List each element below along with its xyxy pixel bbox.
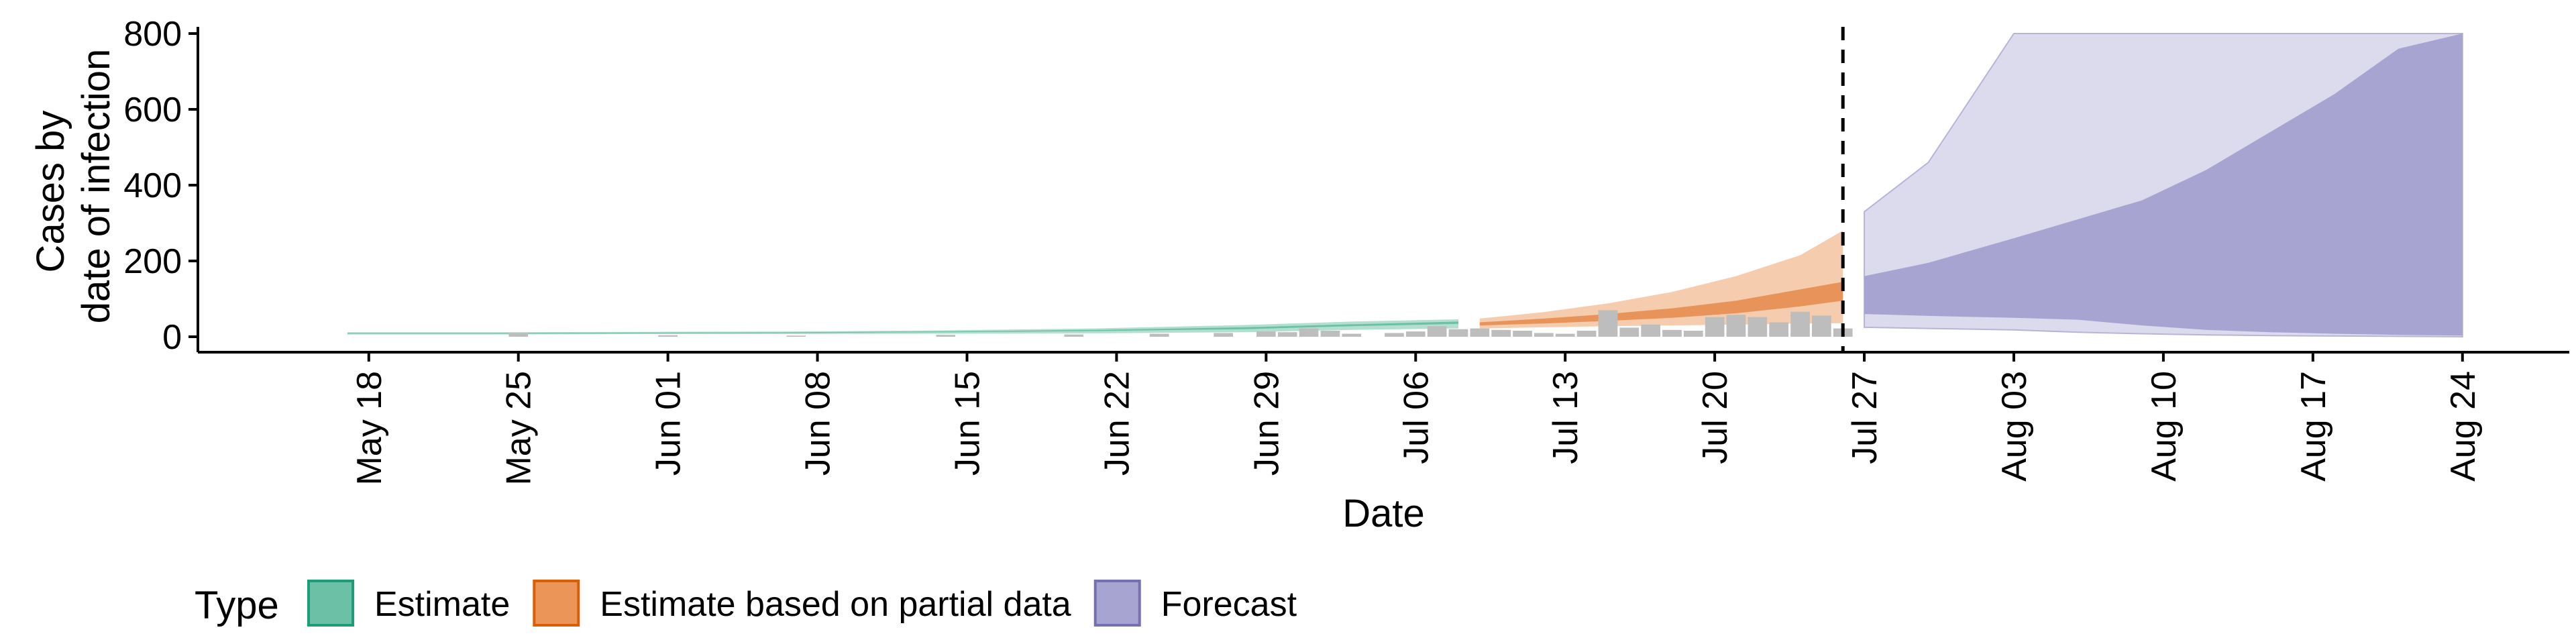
observed-bar [1812, 315, 1831, 337]
ribbon-forecast-inner [1864, 34, 2463, 336]
axes [197, 27, 2569, 354]
x-tick-label: Jul 13 [1546, 371, 1585, 464]
observed-bar [1214, 333, 1233, 337]
observed-bar [1256, 331, 1276, 337]
y-tick-label: 400 [123, 166, 182, 205]
observed-bar [508, 333, 529, 337]
y-tick-label: 600 [123, 91, 182, 129]
observed-bar [1064, 334, 1084, 337]
observed-bar [1448, 329, 1468, 337]
y-axis-ticks: 0 200 400 600 800 [123, 15, 198, 357]
observed-bar [1427, 326, 1447, 337]
legend-swatch [307, 580, 354, 627]
legend-label: Estimate based on partial data [600, 585, 1071, 624]
plot-area [347, 33, 2463, 338]
legend: Type Estimate Estimate based on partial d… [195, 580, 1297, 627]
observed-bar [1277, 332, 1297, 337]
legend-swatch [533, 580, 580, 627]
observed-bar [1790, 311, 1810, 337]
legend-title: Type [195, 584, 279, 627]
y-axis-title: Cases by date of infection [29, 49, 118, 324]
observed-bar [1619, 327, 1640, 337]
observed-bar [1705, 317, 1725, 337]
x-tick-label: Aug 03 [1995, 371, 2034, 482]
observed-bar [786, 335, 806, 337]
observed-bar [1598, 310, 1618, 337]
x-axis-title: Date [1342, 492, 1425, 535]
observed-bar [1320, 331, 1340, 337]
observed-bar [1513, 331, 1532, 337]
x-tick-label: May 25 [500, 371, 539, 486]
x-tick-label: Aug 10 [2145, 371, 2184, 482]
y-tick-label: 800 [123, 15, 182, 54]
observed-bar [1726, 315, 1746, 337]
observed-bar [1299, 328, 1319, 337]
observed-bar [1149, 333, 1169, 337]
x-tick-label: Jun 15 [949, 371, 987, 476]
x-tick-label: Jun 29 [1247, 371, 1286, 476]
observed-bar [1748, 317, 1768, 337]
observed-bar [1576, 331, 1597, 337]
legend-swatch [1093, 580, 1141, 627]
y-axis-title-line-2: date of infection [74, 49, 118, 324]
x-tick-label: Aug 24 [2444, 371, 2483, 482]
x-tick-label: Jun 22 [1097, 371, 1136, 476]
observed-bars [508, 310, 1853, 337]
ribbon-partial-inner [1479, 282, 1843, 326]
observed-bar [1405, 331, 1426, 337]
observed-bar [936, 335, 955, 337]
x-tick-label: Jun 08 [799, 371, 838, 476]
x-tick-label: Jul 20 [1696, 371, 1735, 464]
x-tick-label: Jun 01 [649, 371, 688, 476]
observed-bar [1491, 329, 1511, 337]
observed-bar [1683, 331, 1703, 337]
observed-bar [1662, 329, 1682, 337]
observed-bar [1555, 333, 1575, 337]
x-tick-label: Jul 06 [1397, 371, 1436, 464]
legend-label: Estimate [374, 585, 510, 624]
legend-label: Forecast [1161, 585, 1297, 624]
x-axis-ticks: May 18 May 25 Jun 01 Jun 08 Jun 15 Jun 22 Jun … [350, 352, 2483, 486]
ribbon-estimate-inner [347, 321, 1458, 334]
x-tick-label: Aug 17 [2294, 371, 2333, 482]
y-axis-title-line-1: Cases by [29, 111, 72, 273]
observed-bar [1385, 333, 1404, 337]
x-tick-label: May 18 [350, 371, 389, 486]
observed-bar [1342, 333, 1362, 337]
y-tick-label: 0 [162, 318, 182, 357]
observed-bar [1769, 322, 1788, 337]
observed-bar [1534, 333, 1554, 337]
observed-bar [658, 335, 678, 337]
y-tick-label: 200 [123, 242, 182, 281]
ribbon-estimate-outer [347, 319, 1458, 335]
observed-bar [1641, 324, 1660, 337]
observed-bar [1470, 328, 1490, 337]
x-tick-label: Jul 27 [1845, 371, 1884, 464]
